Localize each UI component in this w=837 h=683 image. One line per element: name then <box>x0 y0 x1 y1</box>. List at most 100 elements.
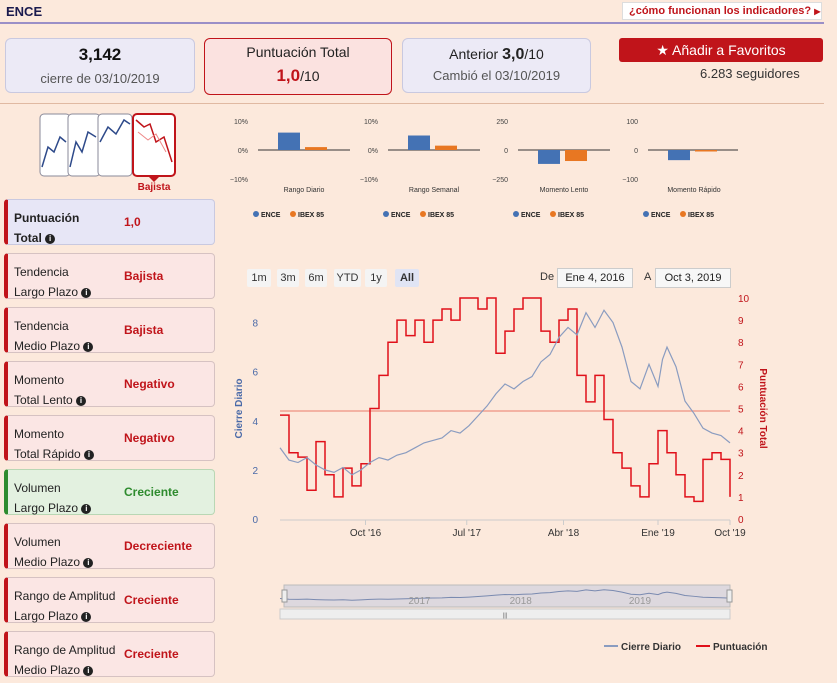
main-chart[interactable]: 0 2 4 6 8 0 1 2 3 4 5 6 7 8 9 10 Cierre Diario Puntuación… <box>228 285 788 665</box>
indicator-card[interactable]: Tendencia Medio Plazo i Bajista <box>4 307 215 353</box>
indicator-label: Volumen Medio Plazo i <box>14 532 94 572</box>
y-right-tick: 10 <box>738 294 750 305</box>
navigator-year-label: 2019 <box>629 596 652 607</box>
x-tick-label: Jul '17 <box>452 528 481 539</box>
x-tick-label: Oct '19 <box>714 528 746 539</box>
info-icon[interactable]: i <box>83 341 94 352</box>
indicator-card[interactable]: Momento Total Rápido i Negativo <box>4 415 215 461</box>
trend-widget[interactable]: Bajista <box>38 112 178 194</box>
y-right-tick: 4 <box>738 427 744 438</box>
mini-xlabel: Rango Diario <box>284 187 325 194</box>
y-right-tick: 8 <box>738 338 744 349</box>
indicator-value: Negativo <box>124 377 175 391</box>
info-icon[interactable]: i <box>83 557 94 568</box>
navigator-handle-left <box>281 589 288 603</box>
y-left-tick: 6 <box>252 368 258 379</box>
indicator-card[interactable]: Puntuación Total i 1,0 <box>4 199 215 245</box>
legend-cierre-label: Cierre Diario <box>621 642 681 653</box>
add-favorites-button[interactable]: ★ Añadir a Favoritos <box>619 38 823 62</box>
mini-xlabel: Momento Lento <box>540 187 589 194</box>
indicator-card[interactable]: Momento Total Lento i Negativo <box>4 361 215 407</box>
legend-ence-label: ENCE <box>651 212 671 219</box>
help-link[interactable]: ¿cómo funcionan los indicadores? ▶ <box>622 2 822 20</box>
legend-ibex-dot <box>550 211 556 217</box>
info-icon[interactable]: i <box>81 611 92 622</box>
mini-ytick: 0% <box>368 148 378 155</box>
indicator-value: Bajista <box>124 323 164 337</box>
legend-ence-dot <box>253 211 259 217</box>
navigator-series <box>279 589 731 601</box>
mini-ytick: −100 <box>622 177 638 184</box>
legend-ibex-dot <box>680 211 686 217</box>
mini-chart: 100 0 −100 Momento Rápido ENCE IBEX 85 <box>622 119 738 219</box>
mini-bar-ence <box>408 135 430 150</box>
info-icon[interactable]: i <box>81 503 92 514</box>
navigator-year-label: 2017 <box>408 596 431 607</box>
legend-ibex-label: IBEX 85 <box>688 212 714 219</box>
y-right-axis-label: Puntuación Total <box>757 368 768 449</box>
indicator-value: Creciente <box>124 593 179 607</box>
range-button-3m[interactable]: 3m <box>277 269 299 287</box>
range-button-all[interactable]: All <box>395 269 419 287</box>
indicator-value: Decreciente <box>124 539 193 553</box>
mini-bar-ence <box>278 132 300 150</box>
info-icon[interactable]: i <box>81 287 92 298</box>
info-icon[interactable]: i <box>45 233 56 244</box>
legend-ibex-dot <box>420 211 426 217</box>
mini-ytick: 10% <box>234 119 248 126</box>
indicator-card[interactable]: Tendencia Largo Plazo i Bajista <box>4 253 215 299</box>
y-left-tick: 2 <box>252 466 258 477</box>
date-from-label: De <box>540 271 555 283</box>
indicator-card[interactable]: Rango de Amplitud Largo Plazo i Creciente <box>4 577 215 623</box>
y-left-tick: 8 <box>252 319 258 330</box>
indicator-value: Negativo <box>124 431 175 445</box>
y-right-tick: 1 <box>738 493 744 504</box>
series-cierre-line <box>279 309 731 476</box>
indicator-value: Creciente <box>124 647 179 661</box>
y-right-tick: 3 <box>738 449 744 460</box>
indicator-value: 1,0 <box>124 215 141 229</box>
legend-ence-label: ENCE <box>391 212 411 219</box>
range-button-1m[interactable]: 1m <box>247 269 271 287</box>
indicator-card[interactable]: Volumen Medio Plazo i Decreciente <box>4 523 215 569</box>
range-button-6m[interactable]: 6m <box>305 269 327 287</box>
mini-chart: 10% 0% −10% Rango Diario ENCE IBEX 85 <box>230 119 350 219</box>
indicator-card[interactable]: Rango de Amplitud Medio Plazo i Creciente <box>4 631 215 677</box>
section-divider <box>0 103 824 104</box>
info-icon[interactable]: i <box>76 395 87 406</box>
range-button-1y[interactable]: 1y <box>365 269 387 287</box>
mini-xlabel: Momento Rápido <box>667 187 720 194</box>
info-icon[interactable]: i <box>84 449 95 460</box>
mini-bar-ence <box>538 150 560 164</box>
followers-count: 6.283 seguidores <box>700 66 800 81</box>
indicator-label: Volumen Largo Plazo i <box>14 478 92 518</box>
navigator-handle-right <box>726 589 733 603</box>
navigator-scrollbar <box>279 608 731 620</box>
star-icon: ★ <box>656 42 669 58</box>
legend-ence-dot <box>383 211 389 217</box>
indicator-label: Puntuación Total i <box>14 211 80 245</box>
price-card: 3,142 cierre de 03/10/2019 <box>5 38 195 93</box>
legend-ibex-label: IBEX 85 <box>428 212 454 219</box>
mini-bar-ibex <box>695 150 717 152</box>
y-left-axis-label: Cierre Diario <box>234 378 245 438</box>
indicator-card[interactable]: Volumen Largo Plazo i Creciente <box>4 469 215 515</box>
series-puntuacion-line <box>280 297 731 503</box>
mini-bar-ence <box>668 150 690 161</box>
y-right-tick: 9 <box>738 316 744 327</box>
y-left-tick: 0 <box>252 515 258 526</box>
date-from-input[interactable]: Ene 4, 2016 <box>557 268 633 288</box>
navigator-window <box>283 584 731 608</box>
mini-ytick: 0 <box>504 148 508 155</box>
mini-ytick: 10% <box>364 119 378 126</box>
range-button-ytd[interactable]: YTD <box>334 269 361 287</box>
indicator-label: Rango de Amplitud Medio Plazo i <box>14 643 116 677</box>
mini-ytick: 250 <box>496 119 508 126</box>
mini-xlabel: Rango Semanal <box>409 187 460 194</box>
y-right-tick: 2 <box>738 471 744 482</box>
date-to-input[interactable]: Oct 3, 2019 <box>655 268 731 288</box>
info-icon[interactable]: i <box>83 665 94 676</box>
mini-bar-ibex <box>435 145 457 150</box>
mini-charts: 10% 0% −10% Rango Diario ENCE IBEX 85 10% 0% −10… <box>230 119 738 219</box>
indicator-label: Rango de Amplitud Largo Plazo i <box>14 589 116 623</box>
